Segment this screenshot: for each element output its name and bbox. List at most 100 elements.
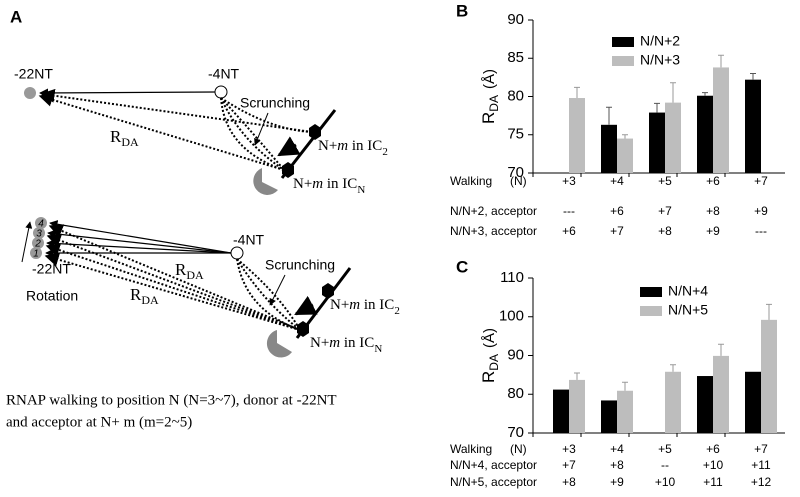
x-tick-label: +3 <box>562 442 576 456</box>
y-tick-label: 80 <box>507 87 524 104</box>
bar <box>745 371 761 433</box>
position-number: 2 <box>34 239 41 250</box>
arrow <box>254 112 269 146</box>
y-tick-label: 70 <box>507 424 524 441</box>
arrow <box>294 295 318 316</box>
label: RDA <box>175 260 204 282</box>
bar <box>617 138 633 173</box>
position-number: 3 <box>36 229 42 240</box>
hexagon <box>322 283 334 299</box>
legend-label: N/N+3 <box>640 52 680 68</box>
bar <box>745 79 761 173</box>
table-cell: +7 <box>562 458 576 472</box>
position <box>214 85 228 99</box>
row-label: N/N+2, acceptor <box>450 204 537 218</box>
legend-swatch <box>640 287 662 297</box>
label: RDA <box>110 127 139 149</box>
caption: RNAP walking to position N (N=3~7), dono… <box>6 392 337 408</box>
bar <box>601 400 617 433</box>
arrow <box>269 274 286 306</box>
position-number: 4 <box>38 219 44 230</box>
hexagon <box>282 162 294 178</box>
y-axis-label-part: DA <box>487 95 501 112</box>
row-label: N/N+5, acceptor <box>450 475 537 489</box>
bar <box>649 112 665 173</box>
bar <box>761 319 777 433</box>
table-cell: +8 <box>658 224 672 238</box>
bar <box>601 124 617 173</box>
label: -4NT <box>208 66 240 82</box>
x-tick-label: +5 <box>658 442 672 456</box>
table-cell: --- <box>755 224 767 238</box>
bar <box>697 376 713 433</box>
label: N+m in ICN <box>310 335 382 354</box>
rnap <box>266 330 292 358</box>
x-tick-label: +4 <box>610 174 624 188</box>
bar <box>553 389 569 433</box>
row-label: N/N+4, acceptor <box>450 458 537 472</box>
position <box>230 246 244 260</box>
caption: and acceptor at N+ m (m=2~5) <box>6 414 192 430</box>
panel-label: C <box>456 257 468 276</box>
error-bar <box>622 134 628 139</box>
error-bar <box>654 102 660 113</box>
error-bar <box>670 364 676 372</box>
label: N+m in IC2 <box>318 138 388 157</box>
table-cell: -- <box>661 458 669 472</box>
label: -22NT <box>14 66 53 82</box>
table-cell: +7 <box>658 204 672 218</box>
position-number: 1 <box>33 249 39 260</box>
error-bar <box>622 381 628 391</box>
table-cell: +11 <box>703 475 723 489</box>
arrow <box>39 88 216 98</box>
table-cell: +9 <box>706 224 720 238</box>
label: N+m in IC2 <box>330 297 400 316</box>
y-axis-label-part: R <box>479 112 498 124</box>
table-cell: +12 <box>751 475 772 489</box>
error-bar <box>702 92 708 96</box>
table-cell: +7 <box>610 224 624 238</box>
panel-label: A <box>10 7 22 26</box>
table-cell: +8 <box>706 204 720 218</box>
x-tick-label: +4 <box>610 442 624 456</box>
bar <box>713 67 729 173</box>
y-tick-label: 85 <box>507 49 524 66</box>
table-cell: +11 <box>751 458 771 472</box>
row-label: Walking <box>450 174 492 188</box>
y-tick-label: 75 <box>507 126 524 143</box>
error-bar <box>750 73 756 80</box>
x-tick-label: +5 <box>658 174 672 188</box>
label: -4NT <box>233 232 265 248</box>
legend-swatch <box>612 37 634 47</box>
y-axis-label-part: DA <box>487 354 501 371</box>
table-cell: +8 <box>610 458 624 472</box>
x-tick-label: +6 <box>706 442 720 456</box>
error-bar <box>718 343 724 356</box>
dotted-arrows <box>44 224 301 331</box>
table-cell: +6 <box>562 224 576 238</box>
panel-a: A -22NT -4NT Scrunching RDA N+m in IC2 N… <box>6 7 400 430</box>
error-bar <box>606 106 612 125</box>
label: N+m in ICN <box>293 176 365 195</box>
legend-label: N/N+5 <box>668 302 708 318</box>
y-tick-label: 90 <box>507 11 524 28</box>
label: RDA <box>130 285 159 307</box>
table-cell: +10 <box>703 458 724 472</box>
y-axis-label: RDA (Å) <box>479 69 501 124</box>
error-bar <box>766 303 772 320</box>
arrow <box>277 136 301 157</box>
error-bar <box>670 82 676 103</box>
y-tick-label: 70 <box>507 164 524 181</box>
x-tick-label: +7 <box>754 174 768 188</box>
table-cell: +6 <box>610 204 624 218</box>
y-axis-label: RDA (Å) <box>479 328 501 383</box>
y-axis-label-part: R <box>479 371 498 383</box>
x-tick-label: +7 <box>754 442 768 456</box>
panel-label: B <box>456 1 468 20</box>
hexagon <box>309 124 321 140</box>
table-cell: --- <box>563 204 575 218</box>
y-tick-label: 90 <box>507 346 524 363</box>
y-axis-label-part: (Å) <box>481 328 498 348</box>
table-cell: +8 <box>562 475 576 489</box>
